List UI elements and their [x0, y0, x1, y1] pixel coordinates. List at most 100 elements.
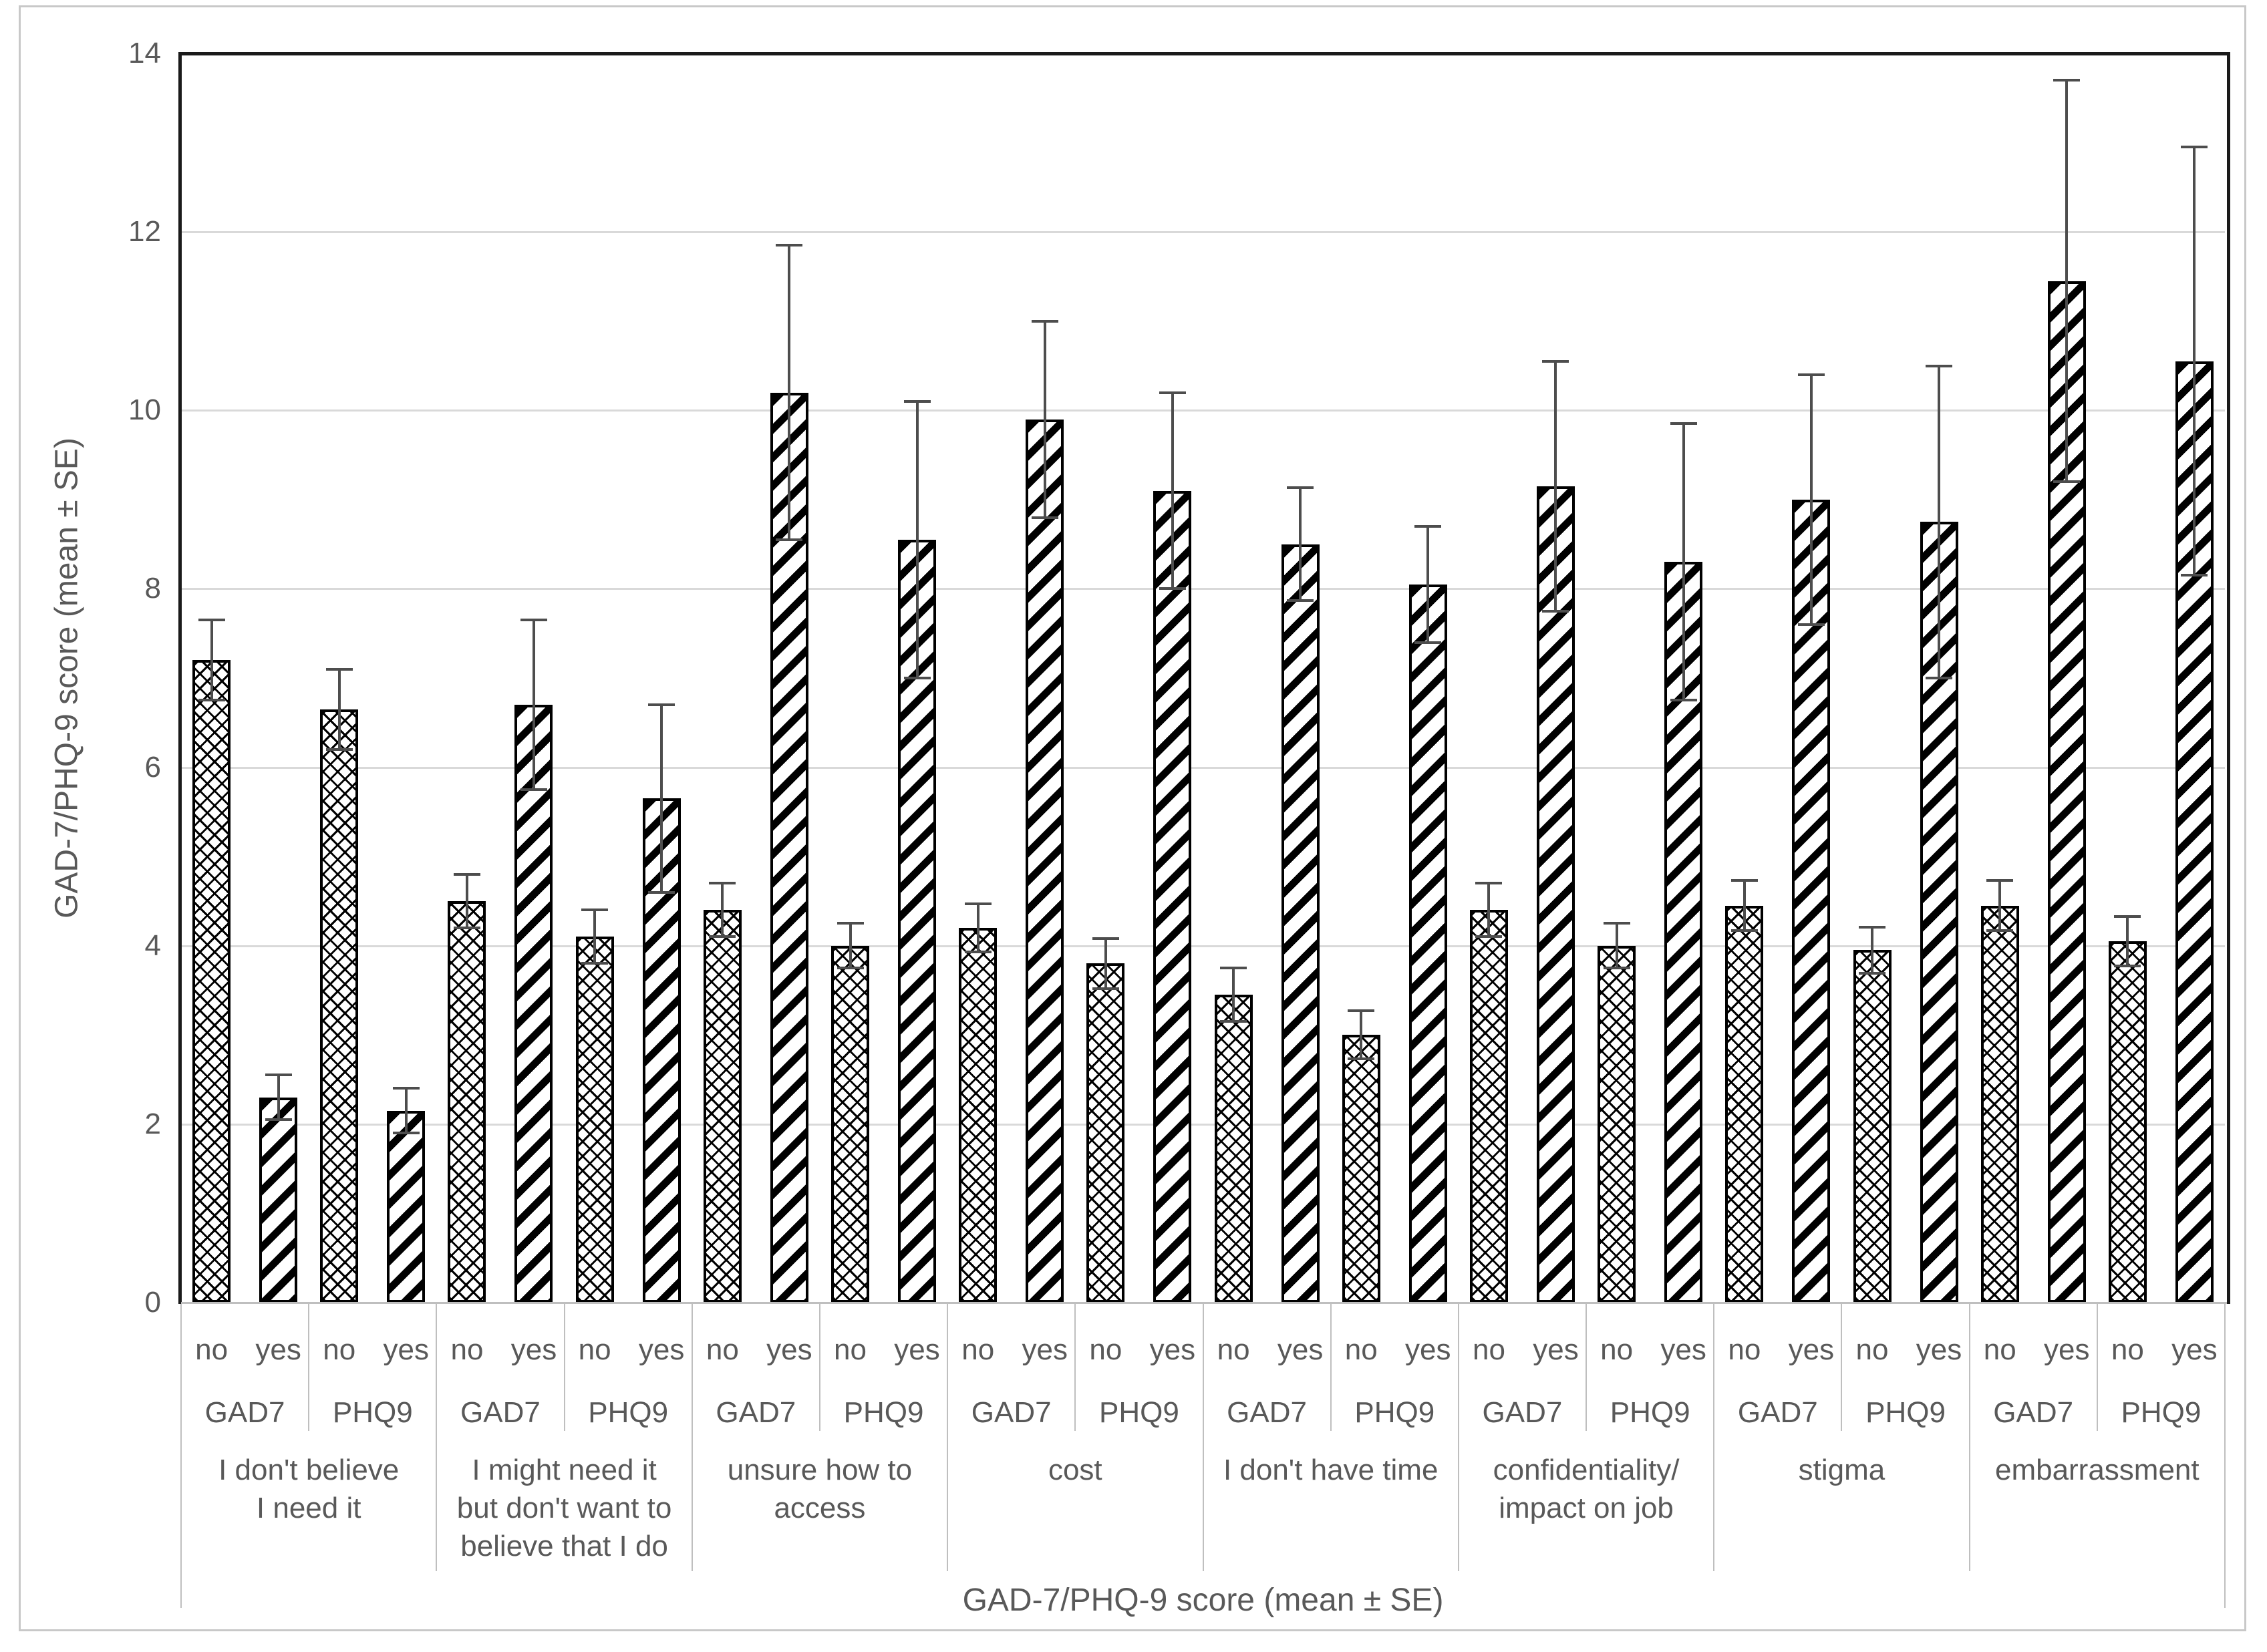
- error-bar-cap-top: [1859, 925, 1886, 929]
- bar-phq9-no: [1342, 1035, 1380, 1303]
- bar-condition-label: no: [323, 1333, 356, 1366]
- y-tick-label: 2: [144, 1107, 161, 1140]
- bar-gad7-yes: [514, 705, 553, 1303]
- bar-condition-label: no: [706, 1333, 739, 1366]
- error-bar-cap-bottom: [520, 788, 547, 791]
- gridline: [181, 409, 2225, 412]
- bar-condition-label: yes: [510, 1333, 557, 1366]
- group-separator: [1968, 1304, 1970, 1571]
- error-bar: [277, 1075, 280, 1120]
- error-bar-cap-bottom: [392, 1132, 420, 1135]
- error-bar: [1743, 880, 1746, 931]
- error-bar-cap-bottom: [581, 962, 609, 965]
- bar-gad7-no: [703, 910, 742, 1303]
- error-bar-cap-bottom: [1031, 516, 1058, 519]
- bar-phq9-yes: [387, 1110, 426, 1303]
- bar-gad7-yes: [1792, 499, 1831, 1303]
- error-bar-cap-top: [1986, 879, 2014, 882]
- group-separator: [947, 1304, 949, 1571]
- error-bar-cap-top: [964, 902, 992, 905]
- error-bar: [1043, 321, 1046, 518]
- subgroup-separator: [563, 1304, 565, 1431]
- gridline: [181, 945, 2225, 947]
- error-bar-cap-top: [1730, 879, 1758, 882]
- bar-phq9-no: [320, 709, 359, 1303]
- error-bar-cap-bottom: [2181, 574, 2208, 577]
- subgroup-label: PHQ9: [843, 1396, 924, 1429]
- bar-condition-label: yes: [766, 1333, 812, 1366]
- error-bar-cap-bottom: [1414, 641, 1442, 644]
- group-label: unsure how to access: [727, 1454, 913, 1524]
- error-bar-cap-top: [453, 872, 480, 876]
- error-bar-cap-top: [1475, 882, 1503, 885]
- group-separator: [1457, 1304, 1459, 1571]
- error-bar: [465, 874, 468, 928]
- error-bar-cap-top: [1926, 364, 1953, 367]
- group-separator: [691, 1304, 693, 1571]
- subgroup-label: GAD7: [204, 1396, 285, 1429]
- bar-condition-label: yes: [1022, 1333, 1068, 1366]
- y-tick-label: 14: [128, 37, 161, 69]
- plot-border-top: [178, 52, 2230, 55]
- error-bar: [1809, 374, 1813, 625]
- error-bar: [404, 1088, 408, 1134]
- error-bar: [337, 669, 341, 750]
- error-bar: [532, 620, 535, 790]
- error-bar: [721, 883, 724, 937]
- error-bar-cap-top: [2114, 915, 2141, 918]
- subgroup-separator: [1330, 1304, 1332, 1431]
- figure-border: [19, 5, 2246, 1631]
- bar-gad7-yes: [259, 1097, 298, 1303]
- bar-phq9-no: [1086, 963, 1125, 1303]
- error-bar-cap-bottom: [837, 967, 864, 970]
- group-separator: [180, 1304, 182, 1608]
- bar-condition-label: no: [961, 1333, 995, 1366]
- error-bar-cap-top: [648, 703, 675, 707]
- error-bar: [1299, 488, 1302, 601]
- bar-condition-label: no: [834, 1333, 867, 1366]
- group-label: I don't have time: [1223, 1454, 1439, 1486]
- group-label: I might need it but don't want to believ…: [456, 1454, 672, 1562]
- error-bar-cap-bottom: [1092, 987, 1119, 990]
- error-bar: [1554, 361, 1557, 611]
- group-label: embarrassment: [1994, 1454, 2200, 1486]
- error-bar: [1938, 365, 1941, 678]
- error-bar: [1871, 927, 1874, 974]
- error-bar-cap-top: [1414, 524, 1442, 528]
- subgroup-label: GAD7: [716, 1396, 796, 1429]
- bar-condition-label: no: [2111, 1333, 2144, 1366]
- gridline: [181, 1123, 2225, 1126]
- error-bar-cap-bottom: [198, 699, 225, 702]
- bar-gad7-yes: [1026, 419, 1064, 1303]
- bar-gad7-no: [1980, 905, 2019, 1303]
- error-bar-cap-top: [1542, 359, 1569, 363]
- subgroup-label: PHQ9: [1610, 1396, 1690, 1429]
- error-bar-cap-bottom: [1986, 929, 2014, 932]
- error-bar-cap-bottom: [709, 935, 736, 939]
- bar-condition-label: no: [1855, 1333, 1889, 1366]
- bar-gad7-no: [1725, 905, 1764, 1303]
- error-bar-cap-top: [2053, 79, 2081, 82]
- bar-condition-label: yes: [894, 1333, 940, 1366]
- bar-condition-label: yes: [2171, 1333, 2218, 1366]
- error-bar-cap-top: [1348, 1009, 1375, 1013]
- error-bar: [976, 903, 979, 953]
- subgroup-label: PHQ9: [1098, 1396, 1179, 1429]
- error-bar-cap-top: [1220, 967, 1247, 970]
- error-bar: [210, 620, 213, 701]
- error-bar-cap-top: [1092, 937, 1119, 941]
- y-tick-label: 4: [144, 929, 161, 962]
- bar-condition-label: yes: [1277, 1333, 1324, 1366]
- error-bar-cap-bottom: [964, 951, 992, 954]
- bar-condition-label: no: [578, 1333, 611, 1366]
- bar-gad7-no: [1214, 995, 1253, 1303]
- group-separator: [1202, 1304, 1204, 1571]
- error-bar: [1487, 883, 1491, 937]
- subgroup-separator: [1585, 1304, 1588, 1431]
- error-bar-cap-top: [581, 908, 609, 912]
- error-bar-cap-top: [709, 882, 736, 885]
- bar-gad7-yes: [770, 392, 808, 1303]
- error-bar: [2193, 147, 2196, 576]
- error-bar-cap-top: [392, 1087, 420, 1090]
